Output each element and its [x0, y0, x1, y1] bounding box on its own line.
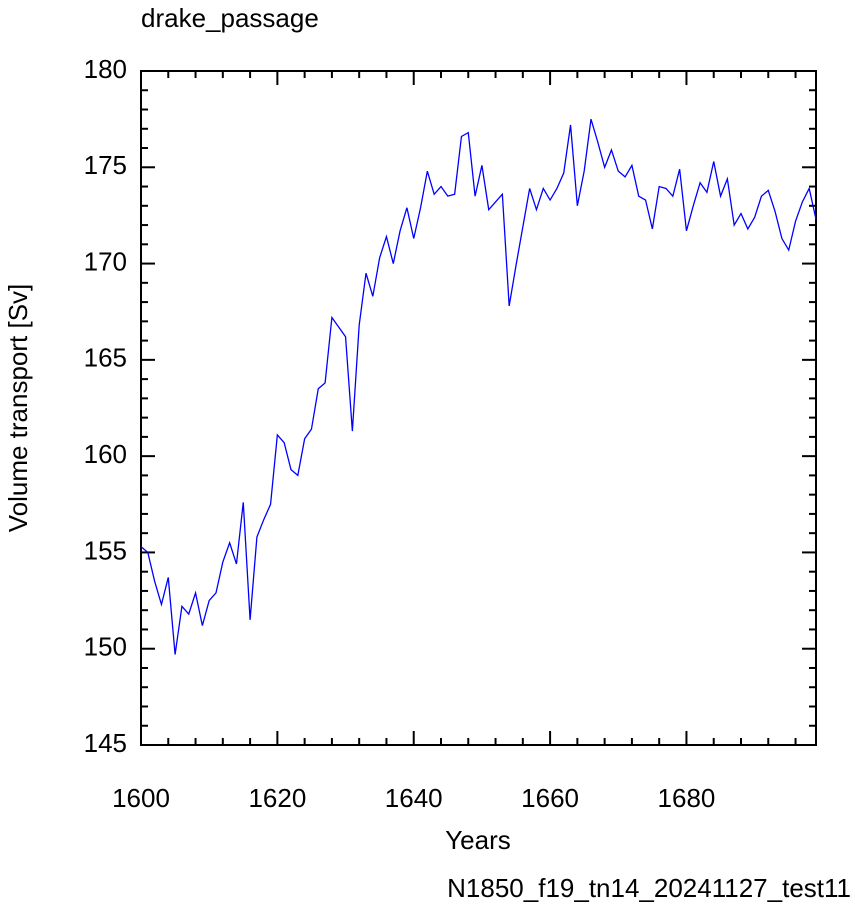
- y-tick-label: 170: [84, 246, 127, 276]
- x-tick-label: 1680: [658, 783, 716, 813]
- chart-title: drake_passage: [141, 3, 319, 33]
- annotation: N1850_f19_tn14_20241127_test11: [447, 873, 851, 903]
- y-tick-label: 145: [84, 728, 127, 758]
- y-tick-label: 175: [84, 150, 127, 180]
- x-tick-label: 1640: [385, 783, 443, 813]
- y-tick-label: 180: [84, 54, 127, 84]
- plot-frame: [140, 70, 817, 746]
- y-tick-label: 155: [84, 535, 127, 565]
- y-tick-label: 150: [84, 632, 127, 662]
- y-tick-label: 165: [84, 343, 127, 373]
- x-axis-label: Years: [445, 825, 511, 855]
- x-tick-label: 1620: [248, 783, 306, 813]
- y-axis-label: Volume transport [Sv]: [3, 284, 33, 533]
- y-tick-label: 160: [84, 439, 127, 469]
- x-tick-label: 1660: [521, 783, 579, 813]
- x-tick-label: 1600: [112, 783, 170, 813]
- data-line: [140, 118, 817, 655]
